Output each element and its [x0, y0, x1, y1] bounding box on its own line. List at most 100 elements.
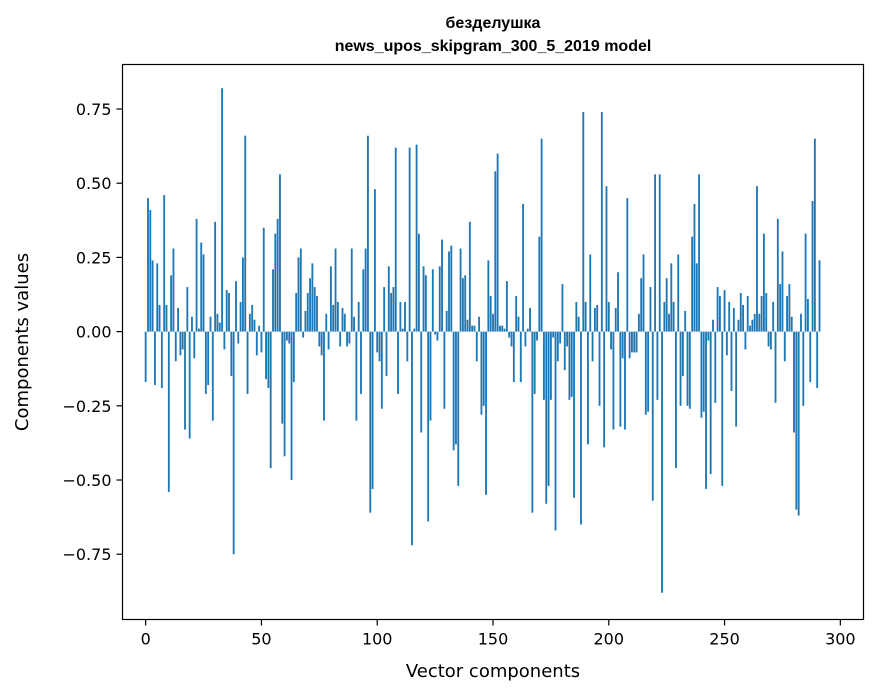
bar: [545, 331, 548, 504]
bar: [626, 198, 629, 332]
bar: [607, 301, 610, 332]
x-tick-label: 150: [478, 630, 509, 649]
bar: [536, 331, 538, 341]
bar: [728, 301, 731, 332]
bar: [181, 331, 184, 350]
bar: [353, 316, 355, 332]
bar: [334, 248, 337, 332]
bar: [318, 331, 321, 347]
bar: [621, 331, 624, 359]
bar: [415, 144, 418, 332]
bar: [492, 313, 494, 332]
bar: [543, 331, 545, 400]
bar: [559, 331, 562, 344]
bar: [712, 319, 714, 332]
bar: [485, 331, 487, 495]
bar: [735, 331, 738, 427]
bar: [179, 331, 182, 356]
bar: [360, 331, 362, 394]
bar: [357, 301, 360, 332]
bar: [593, 307, 596, 332]
bar: [237, 331, 240, 344]
bar: [605, 186, 608, 332]
bar: [355, 331, 358, 421]
bar: [663, 301, 666, 332]
bar: [772, 301, 775, 332]
bar: [635, 331, 638, 353]
bar: [160, 331, 163, 388]
bar: [681, 331, 684, 377]
bar: [783, 331, 786, 362]
bar: [723, 290, 726, 332]
bar: [818, 260, 821, 332]
bar: [800, 313, 802, 332]
bar: [589, 254, 592, 332]
bar: [260, 331, 263, 353]
bar: [549, 331, 552, 400]
bar: [811, 201, 814, 332]
bar: [378, 331, 381, 362]
bar: [786, 296, 789, 332]
bar: [749, 325, 751, 332]
bar: [297, 257, 300, 332]
bar: [209, 316, 212, 332]
x-axis-label: Vector components: [406, 661, 580, 682]
bar: [561, 284, 564, 332]
bar: [394, 147, 397, 332]
bar: [640, 278, 643, 332]
bar: [790, 316, 793, 332]
bar: [302, 331, 305, 338]
bar: [802, 331, 805, 406]
bar: [695, 263, 698, 332]
x-axis: 0 50 100 150 200 250 300: [141, 619, 856, 649]
bar: [656, 331, 659, 400]
y-tick-label: 0.50: [76, 174, 112, 193]
bar: [306, 293, 309, 332]
bar: [241, 257, 244, 332]
bar: [670, 263, 673, 332]
bar: [573, 331, 575, 498]
bar: [290, 331, 293, 481]
bar: [774, 331, 777, 403]
bar: [691, 236, 694, 332]
bar: [350, 248, 353, 332]
y-tick-label: −0.75: [62, 545, 111, 564]
bar: [665, 278, 668, 332]
bar: [644, 331, 647, 415]
bar: [793, 331, 795, 433]
bar: [765, 293, 768, 332]
bar: [508, 331, 511, 338]
bar: [251, 304, 254, 332]
bar: [274, 233, 277, 332]
bar: [668, 313, 670, 332]
bar: [522, 203, 525, 332]
bar: [804, 233, 807, 332]
bar: [153, 331, 156, 386]
bar: [584, 301, 587, 332]
bar: [707, 331, 710, 341]
bar: [223, 331, 226, 350]
bar: [730, 331, 733, 391]
bar: [725, 331, 728, 356]
y-tick-label: −0.25: [62, 397, 111, 416]
bar: [813, 138, 816, 332]
bar: [420, 331, 423, 433]
bar: [186, 287, 189, 332]
bar: [475, 331, 478, 362]
bar: [554, 331, 557, 531]
bar: [311, 263, 314, 332]
bar: [675, 331, 677, 469]
bar: [633, 331, 636, 353]
bar: [170, 275, 173, 332]
bar: [756, 186, 758, 332]
bar: [742, 304, 745, 332]
bar: [332, 304, 335, 332]
bar-series: [144, 88, 821, 593]
bar: [737, 319, 740, 332]
bar: [624, 331, 626, 430]
bar: [517, 316, 520, 332]
bar: [438, 266, 441, 332]
bar: [184, 331, 186, 430]
bar: [797, 331, 800, 516]
